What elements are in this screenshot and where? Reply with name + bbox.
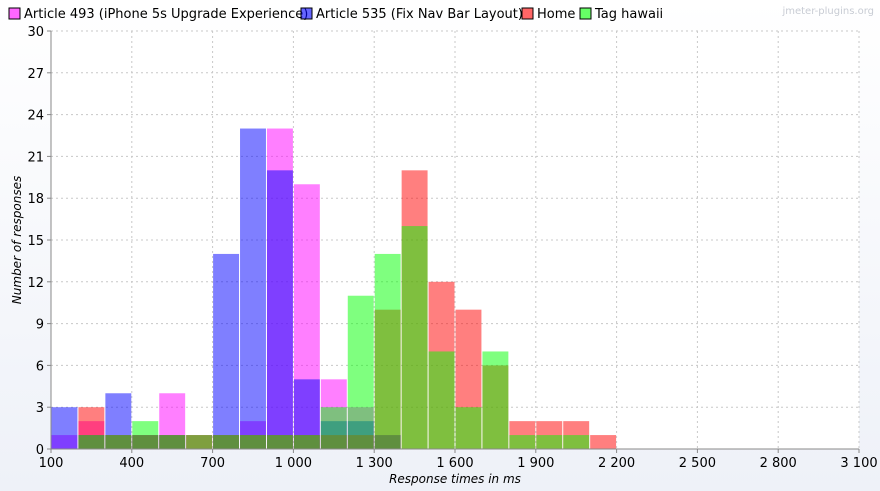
bar-series-4	[509, 435, 536, 449]
legend-label-2: Article 535 (Fix Nav Bar Layout)	[316, 7, 523, 22]
bar-series-4	[482, 351, 509, 449]
x-tick-label: 2 500	[679, 456, 716, 471]
bar-series-4	[266, 435, 293, 449]
y-tick-label: 15	[27, 234, 44, 249]
bar-series-4	[401, 226, 428, 449]
bar-series-4	[536, 435, 563, 449]
legend-label-4: Tag hawaii	[594, 7, 663, 22]
legend-swatch-2	[300, 7, 313, 20]
x-tick-label: 3 100	[840, 456, 877, 471]
bar-series-4	[320, 407, 347, 449]
x-tick-label: 1 000	[275, 456, 312, 471]
bar-series-4	[428, 351, 455, 449]
bar-series-4	[159, 435, 186, 449]
bar-series-2	[213, 253, 240, 449]
x-tick-label: 1 600	[436, 456, 473, 471]
x-tick-label: 100	[39, 456, 64, 471]
y-tick-label: 27	[27, 67, 44, 82]
bar-series-4	[240, 435, 266, 449]
bar-series-4	[374, 253, 401, 449]
x-tick-label: 700	[200, 456, 225, 471]
x-tick-label: 2 200	[598, 456, 635, 471]
bar-series-4	[132, 421, 159, 449]
x-axis-title: Response times in ms	[389, 472, 521, 486]
bar-series-4	[186, 435, 213, 449]
y-tick-label: 30	[27, 25, 44, 40]
x-tick-label: 1 300	[356, 456, 393, 471]
y-tick-label: 0	[36, 443, 44, 458]
y-tick-label: 21	[27, 150, 44, 165]
y-tick-label: 9	[36, 318, 44, 333]
plot-area	[51, 31, 859, 449]
bar-series-4	[563, 435, 590, 449]
bar-series-3	[590, 435, 617, 449]
bar-series-4	[455, 407, 482, 449]
y-tick-label: 6	[36, 359, 44, 374]
watermark-text: jmeter-plugins.org	[781, 6, 874, 17]
bar-series-2	[240, 128, 266, 450]
y-axis-title: Number of responses	[10, 176, 24, 304]
legend-swatch-4	[579, 7, 592, 20]
chart-legend: Article 493 (iPhone 5s Upgrade Experienc…	[8, 7, 663, 22]
y-tick-label: 12	[27, 276, 44, 291]
legend-label-1: Article 493 (iPhone 5s Upgrade Experienc…	[24, 7, 308, 22]
legend-swatch-1	[8, 7, 21, 20]
x-tick-label: 1 900	[517, 456, 554, 471]
bar-series-2	[266, 170, 293, 450]
legend-label-3: Home	[537, 7, 575, 22]
y-tick-label: 3	[36, 401, 44, 416]
bar-series-4	[213, 435, 240, 449]
x-tick-label: 400	[119, 456, 144, 471]
bar-series-4	[293, 435, 320, 449]
bar-series-2	[51, 407, 78, 449]
x-tick-label: 2 800	[760, 456, 797, 471]
chart-axes: 100 400 700 1 000 1 300 1 600 1 900 2 200 2 500 2…	[27, 25, 877, 471]
histogram-bars	[51, 128, 617, 450]
bar-series-4	[347, 295, 374, 449]
y-tick-label: 18	[27, 192, 44, 207]
y-tick-label: 24	[27, 109, 44, 124]
bar-series-4	[105, 435, 132, 449]
bar-series-4	[78, 435, 105, 449]
legend-swatch-3	[521, 7, 534, 20]
